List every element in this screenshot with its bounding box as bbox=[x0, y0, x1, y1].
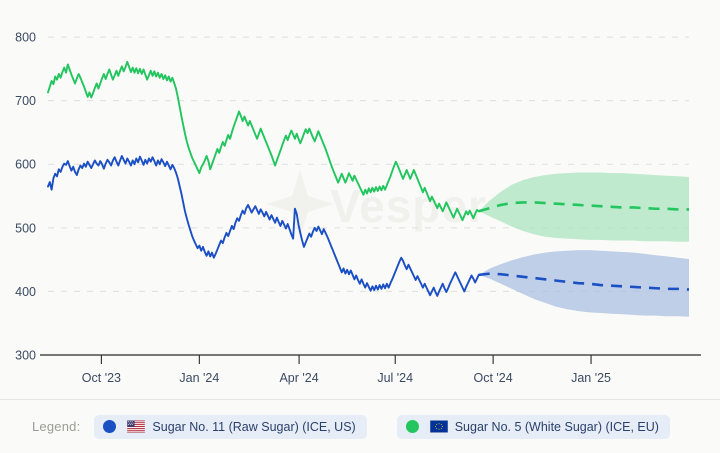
legend-item-label: Sugar No. 5 (White Sugar) (ICE, EU) bbox=[454, 419, 659, 434]
forecast-line bbox=[478, 272, 690, 291]
legend-item-sugar-no-5[interactable]: Sugar No. 5 (White Sugar) (ICE, EU) bbox=[396, 414, 670, 439]
legend-label: Legend: bbox=[32, 419, 81, 434]
svg-text:600: 600 bbox=[15, 158, 36, 172]
svg-text:300: 300 bbox=[15, 349, 36, 363]
forecast-line bbox=[478, 201, 689, 213]
legend-color-dot-green bbox=[405, 420, 419, 433]
legend-item-label: Sugar No. 11 (Raw Sugar) (ICE, US) bbox=[152, 419, 356, 434]
svg-text:Jan '24: Jan '24 bbox=[179, 371, 219, 385]
svg-text:Jul '24: Jul '24 bbox=[377, 371, 413, 385]
legend-color-dot-blue bbox=[103, 420, 117, 433]
chart-plot-area: Vesper 300 400 500 600 700 800 Oct '23 Jan '24 Ap… bbox=[15, 30, 701, 385]
history-line bbox=[47, 60, 480, 222]
svg-text:Oct '24: Oct '24 bbox=[474, 371, 513, 385]
svg-text:Vesper: Vesper bbox=[330, 180, 487, 232]
svg-text:Oct '23: Oct '23 bbox=[82, 371, 121, 385]
svg-text:Jan '25: Jan '25 bbox=[571, 371, 611, 385]
svg-text:400: 400 bbox=[15, 285, 36, 299]
chart-legend: Legend: bbox=[0, 399, 720, 453]
svg-text:Apr '24: Apr '24 bbox=[279, 371, 318, 385]
x-axis-ticks: Oct '23 Jan '24 Apr '24 Jul '24 Oct '24 Jan '… bbox=[82, 355, 611, 385]
us-flag-icon bbox=[127, 420, 146, 433]
svg-text:800: 800 bbox=[15, 31, 36, 45]
legend-item-sugar-no-11[interactable]: Sugar No. 11 (Raw Sugar) (ICE, US) bbox=[94, 414, 367, 439]
eu-flag-icon bbox=[429, 420, 448, 433]
chart-svg: Vesper 300 400 500 600 700 800 Oct '23 Jan '24 Ap… bbox=[15, 31, 701, 385]
svg-text:700: 700 bbox=[15, 94, 36, 108]
svg-text:500: 500 bbox=[15, 221, 36, 235]
history-line bbox=[47, 155, 480, 297]
forecast-band bbox=[478, 172, 689, 242]
watermark: Vesper bbox=[266, 170, 487, 238]
